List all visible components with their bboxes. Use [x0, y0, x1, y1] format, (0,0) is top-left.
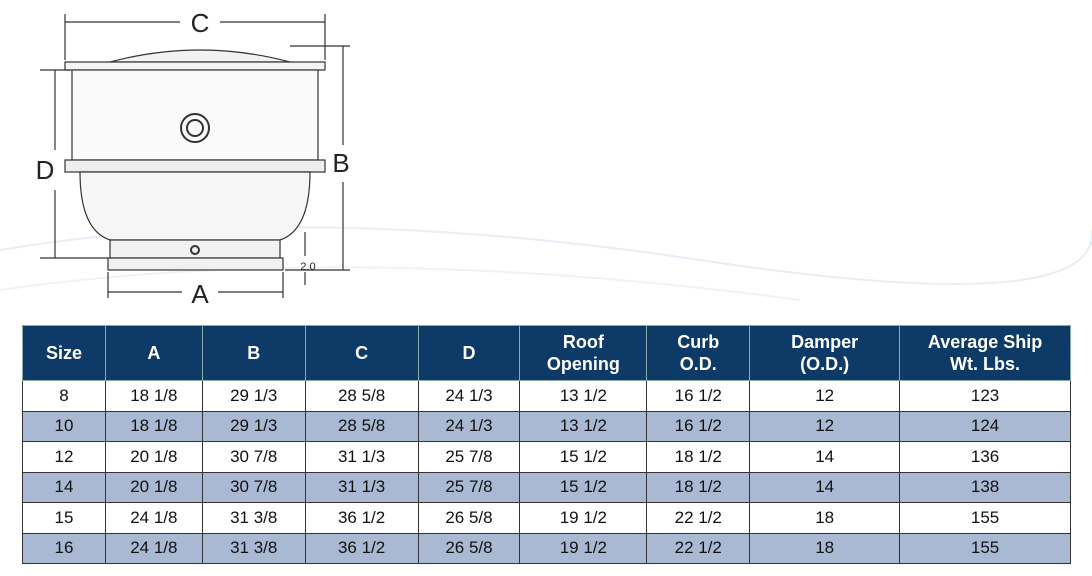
table-cell: 16 1/2	[646, 410, 751, 442]
table-cell: 18 1/2	[646, 441, 751, 473]
column-header: Curb O.D.	[646, 325, 751, 381]
column-header: A	[104, 325, 203, 381]
table-cell: 36 1/2	[304, 502, 419, 534]
table-cell: 138	[899, 471, 1071, 503]
table-cell: 22 1/2	[646, 532, 751, 564]
dim-label: B	[332, 148, 349, 178]
table-cell: 25 7/8	[417, 441, 521, 473]
header-line: A	[147, 343, 161, 363]
table-cell: 15 1/2	[519, 441, 648, 473]
header-line: O.D.	[679, 354, 717, 374]
table-cell: 20 1/8	[104, 471, 203, 503]
table-cell: 18 1/8	[104, 380, 203, 412]
table-cell: 18 1/8	[104, 410, 203, 442]
table-cell: 19 1/2	[519, 532, 648, 564]
table-cell: 29 1/3	[201, 380, 306, 412]
header-row: Size A B C D Roof Opening Curb O.D. Damper (O.D.) A…	[22, 325, 1071, 381]
header-line: Opening	[546, 354, 620, 374]
table-row: 10 18 1/8 29 1/3 28 5/8 24 1/3 13 1/2 16 1/2 12…	[22, 410, 1071, 442]
table-row: 8 18 1/8 29 1/3 28 5/8 24 1/3 13 1/2 16 1/2 12 1…	[22, 380, 1071, 412]
table-cell: 8	[22, 380, 106, 412]
table-cell: 26 5/8	[417, 532, 521, 564]
header-line: (O.D.)	[800, 354, 850, 374]
column-header: C	[304, 325, 419, 381]
table-cell: 24 1/8	[104, 532, 203, 564]
table-cell: 136	[899, 441, 1071, 473]
table-cell: 24 1/3	[417, 410, 521, 442]
table-cell: 36 1/2	[304, 532, 419, 564]
table-cell: 25 7/8	[417, 471, 521, 503]
table-cell: 14	[749, 441, 901, 473]
table-row: 12 20 1/8 30 7/8 31 1/3 25 7/8 15 1/2 18 1/2 14…	[22, 441, 1071, 473]
table-cell: 14	[22, 471, 106, 503]
dim-label: C	[191, 8, 210, 38]
table-cell: 12	[22, 441, 106, 473]
table-cell: 24 1/3	[417, 380, 521, 412]
table-cell: 30 7/8	[201, 471, 306, 503]
header-line: D	[462, 343, 476, 363]
header-line: Size	[45, 343, 82, 363]
dim-label: 2.0	[300, 261, 315, 273]
table-cell: 155	[899, 502, 1071, 534]
table-cell: 14	[749, 471, 901, 503]
table-cell: 16	[22, 532, 106, 564]
dim-label: D	[36, 155, 55, 185]
table-cell: 20 1/8	[104, 441, 203, 473]
column-header: B	[201, 325, 306, 381]
table-cell: 155	[899, 532, 1071, 564]
column-header: Roof Opening	[519, 325, 648, 381]
table-cell: 28 5/8	[304, 410, 419, 442]
table-cell: 31 1/3	[304, 471, 419, 503]
column-header: Size	[22, 325, 106, 381]
dim-label: A	[191, 279, 209, 309]
column-header: D	[417, 325, 521, 381]
table-cell: 18	[749, 502, 901, 534]
column-header: Average Ship Wt. Lbs.	[899, 325, 1071, 381]
header-line: Roof	[562, 332, 604, 352]
table-row: 14 20 1/8 30 7/8 31 1/3 25 7/8 15 1/2 18 1/2 14…	[22, 471, 1071, 503]
table-cell: 31 3/8	[201, 532, 306, 564]
table-cell: 124	[899, 410, 1071, 442]
table-cell: 15 1/2	[519, 471, 648, 503]
table-cell: 18	[749, 532, 901, 564]
header-line: B	[247, 343, 261, 363]
table-cell: 30 7/8	[201, 441, 306, 473]
header-line: Wt. Lbs.	[950, 354, 1021, 374]
table-cell: 13 1/2	[519, 410, 648, 442]
table-cell: 12	[749, 380, 901, 412]
header-line: Curb	[677, 332, 720, 352]
table-cell: 22 1/2	[646, 502, 751, 534]
table-cell: 26 5/8	[417, 502, 521, 534]
spec-table: Size A B C D Roof Opening Curb O.D. Damper (O.D.) A…	[22, 325, 1071, 564]
table-cell: 16 1/2	[646, 380, 751, 412]
table-cell: 24 1/8	[104, 502, 203, 534]
column-header: Damper (O.D.)	[749, 325, 901, 381]
table-cell: 29 1/3	[201, 410, 306, 442]
table-row: 15 24 1/8 31 3/8 36 1/2 26 5/8 19 1/2 22 1/2 18…	[22, 502, 1071, 534]
table-row: 16 24 1/8 31 3/8 36 1/2 26 5/8 19 1/2 22 1/2 18…	[22, 532, 1071, 564]
table-cell: 31 1/3	[304, 441, 419, 473]
table-cell: 18 1/2	[646, 471, 751, 503]
fan-diagram: C D B A 2.0	[0, 8, 1092, 309]
table-cell: 15	[22, 502, 106, 534]
header-line: Average Ship	[927, 332, 1043, 352]
header-line: Damper	[791, 332, 859, 352]
table-cell: 31 3/8	[201, 502, 306, 534]
header-line: C	[355, 343, 369, 363]
table-cell: 12	[749, 410, 901, 442]
table-cell: 10	[22, 410, 106, 442]
table-cell: 13 1/2	[519, 380, 648, 412]
table-cell: 19 1/2	[519, 502, 648, 534]
table-cell: 123	[899, 380, 1071, 412]
table-cell: 28 5/8	[304, 380, 419, 412]
